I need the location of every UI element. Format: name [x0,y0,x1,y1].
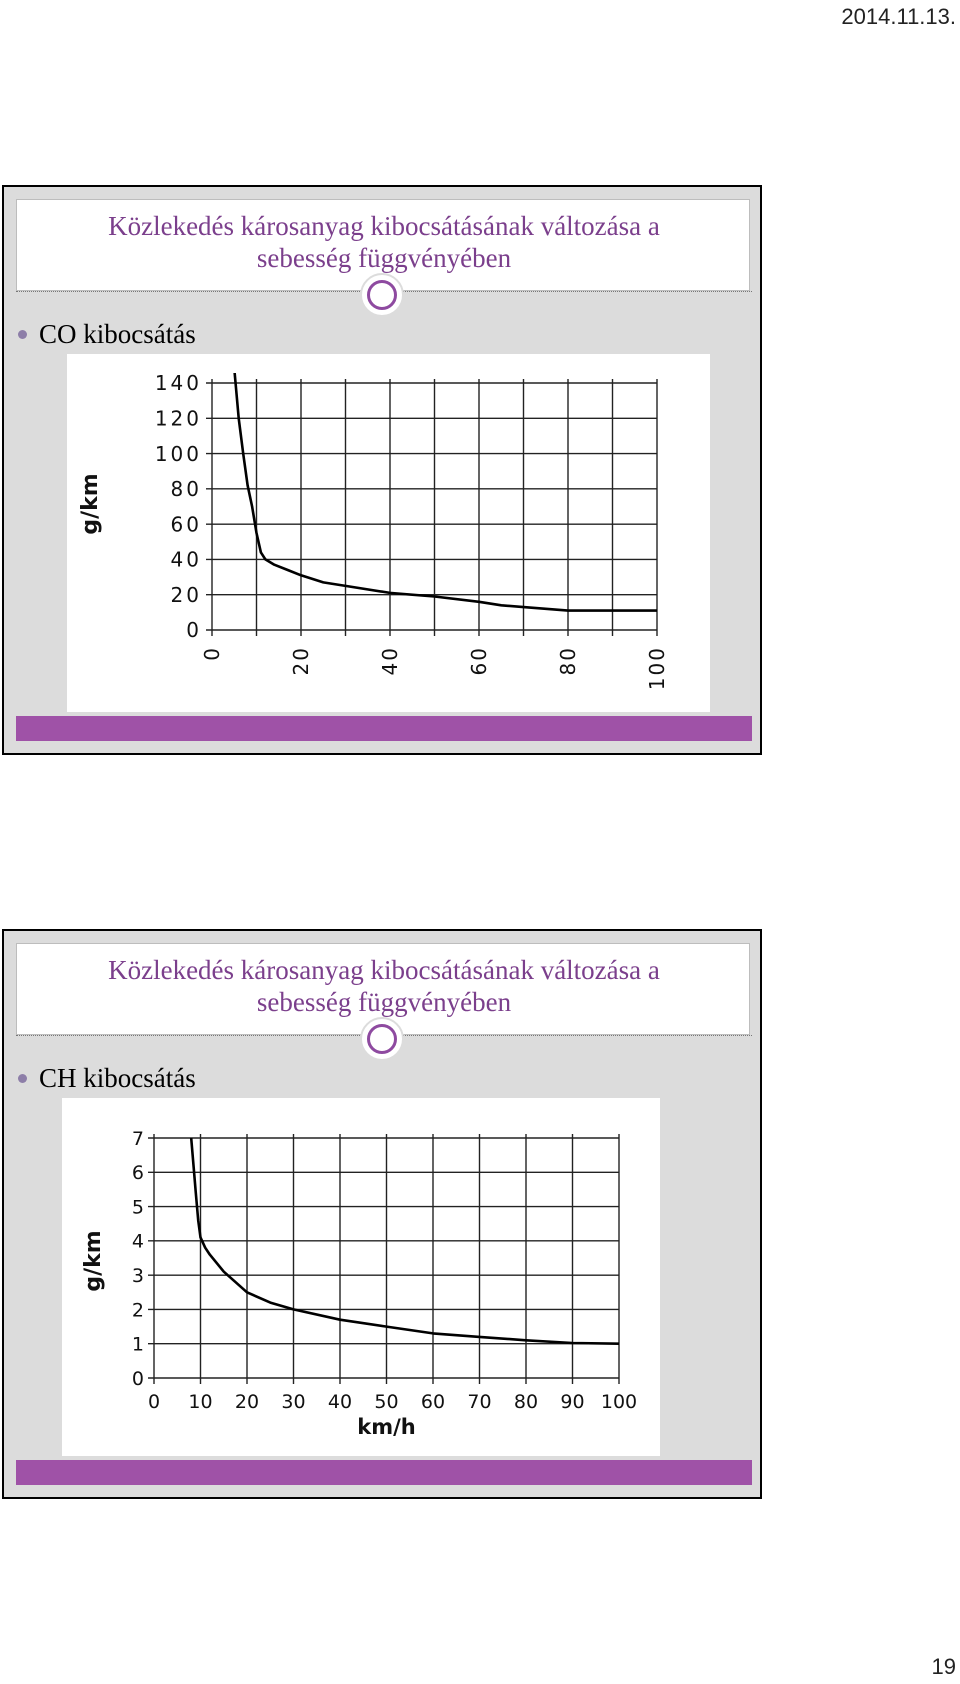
y-tick-label: 0 [132,1368,144,1390]
y-tick-label: 5 [132,1196,144,1218]
ch-chart: 0 1 2 3 4 5 6 7 0 10 20 30 40 50 60 70 80 90 100 g/km km/h [62,1098,660,1456]
y-tick-label: 100 [155,442,202,466]
series-line [189,1137,620,1345]
bullet-dot-icon [18,1074,27,1083]
y-tick-label: 40 [171,548,202,572]
x-tick-label: 0 [200,646,224,661]
bullet-text: CO kibocsátás [39,319,196,349]
y-tick-label: 0 [186,618,202,642]
y-tick-label: 20 [171,583,202,607]
slide-co: Közlekedés károsanyag kibocsátásának vál… [2,185,762,755]
circle-ornament-icon [360,273,404,317]
y-tick-label: 120 [155,406,202,430]
x-tick-label: 40 [378,646,402,675]
slide-title: Közlekedés károsanyag kibocsátásának vál… [17,210,751,274]
x-tick-label: 60 [421,1391,445,1413]
y-tick-label: 3 [132,1265,144,1287]
x-tick-label: 80 [556,646,580,675]
slide-title-line2: sebesség függvényében [256,987,512,1017]
x-tick-label: 30 [281,1391,305,1413]
x-tick-label: 0 [148,1391,160,1413]
x-axis-label: km/h [357,1415,415,1439]
y-tick-label: 7 [132,1128,144,1150]
y-tick-label: 4 [132,1231,144,1253]
x-tick-label: 10 [188,1391,212,1413]
slide-title-line1: Közlekedés károsanyag kibocsátásának vál… [108,211,660,241]
slide-title-line2: sebesség függvényében [256,243,512,273]
x-tick-label: 100 [601,1391,637,1413]
bullet-item: CO kibocsátás [18,319,196,350]
footer-bar [16,1460,752,1485]
y-tick-label: 2 [132,1299,144,1321]
slide-title: Közlekedés károsanyag kibocsátásának vál… [17,954,751,1018]
co-chart-svg: 0 20 40 60 80 100 120 140 0 20 40 60 80 100 g/km [78,371,669,690]
y-axis-label: g/km [78,473,103,534]
x-tick-label: 80 [514,1391,538,1413]
circle-ornament-icon [360,1017,404,1061]
bullet-dot-icon [18,330,27,339]
x-tick-label: 20 [289,646,313,675]
page-number: 19 [931,1654,956,1679]
y-tick-label: 140 [155,371,202,395]
co-chart: 0 20 40 60 80 100 120 140 0 20 40 60 80 100 g/km [67,354,710,712]
y-tick-label: 80 [171,477,202,501]
y-tick-label: 1 [132,1334,144,1356]
slide-ch: Közlekedés károsanyag kibocsátásának vál… [2,929,762,1499]
bullet-text: CH kibocsátás [39,1063,196,1093]
series-line [233,373,657,612]
x-tick-label: 60 [467,646,491,675]
footer-bar [16,716,752,741]
y-axis-label: g/km [81,1230,106,1291]
x-tick-label: 20 [235,1391,259,1413]
page-date: 2014.11.13. [841,4,956,29]
x-tick-label: 40 [328,1391,352,1413]
x-tick-label: 70 [467,1391,491,1413]
x-tick-label: 90 [560,1391,584,1413]
x-tick-label: 50 [374,1391,398,1413]
y-tick-label: 60 [171,512,202,536]
x-tick-label: 100 [645,646,669,690]
slide-title-line1: Közlekedés károsanyag kibocsátásának vál… [108,955,660,985]
bullet-item: CH kibocsátás [18,1063,196,1094]
y-tick-label: 6 [132,1162,144,1184]
